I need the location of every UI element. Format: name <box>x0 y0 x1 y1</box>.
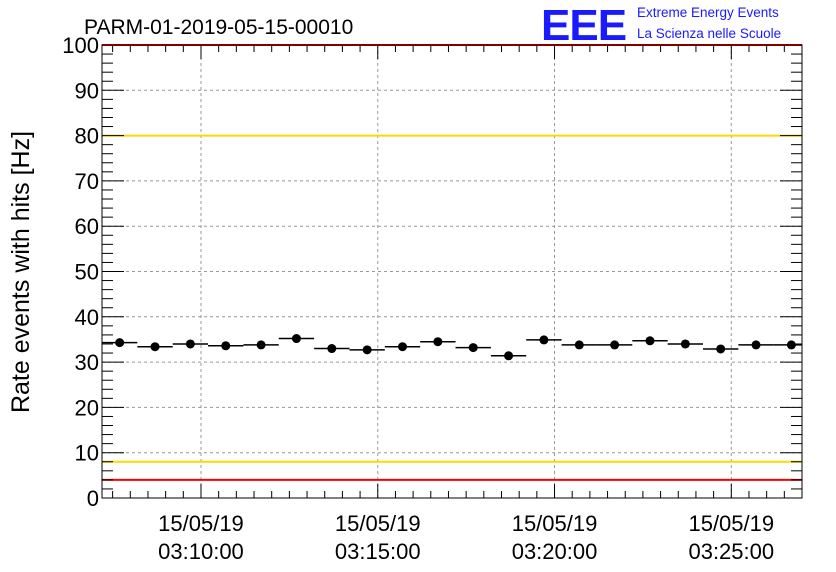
data-point <box>185 339 195 349</box>
x-tick-label: 03:20:00 <box>512 539 598 564</box>
y-tick-label: 40 <box>75 305 99 330</box>
x-tick-date-label: 15/05/19 <box>335 511 421 536</box>
data-point <box>150 342 160 352</box>
data-point <box>433 337 443 347</box>
data-points <box>102 334 802 361</box>
y-axis-title: Rate events with hits [Hz] <box>7 131 35 413</box>
x-tick-label: 03:10:00 <box>158 539 244 564</box>
data-point <box>751 340 761 350</box>
data-point <box>610 340 620 350</box>
data-point <box>398 342 408 352</box>
x-tick-date-label: 15/05/19 <box>512 511 598 536</box>
data-point <box>574 340 584 350</box>
data-point <box>680 339 690 349</box>
x-tick-date-label: 15/05/19 <box>688 511 774 536</box>
y-tick-label: 70 <box>75 169 99 194</box>
y-tick-label: 60 <box>75 214 99 239</box>
data-point <box>468 343 478 353</box>
data-point <box>645 336 655 346</box>
axis-ticks <box>102 44 803 499</box>
data-point <box>115 338 125 348</box>
data-point <box>362 345 372 355</box>
y-tick-label: 80 <box>75 124 99 149</box>
y-tick-label: 10 <box>75 441 99 466</box>
eee-logo: EEE Extreme Energy Events La Scienza nel… <box>541 1 781 50</box>
y-tick-label: 0 <box>87 486 99 511</box>
y-tick-label: 50 <box>75 260 99 285</box>
data-point <box>786 340 796 350</box>
tick-labels: 0 10 20 30 40 50 60 70 80 90 100 15/05/19 03:10:00 15… <box>62 33 774 564</box>
eee-logo-mark: EEE <box>541 1 626 50</box>
data-point <box>221 341 231 351</box>
reference-lines <box>102 44 802 481</box>
x-tick-date-label: 15/05/19 <box>158 511 244 536</box>
chart-title: PARM-01-2019-05-15-00010 <box>84 16 353 39</box>
data-point <box>327 344 337 354</box>
data-point <box>504 351 514 361</box>
data-point <box>716 344 726 354</box>
y-tick-label: 90 <box>75 78 99 103</box>
y-tick-label: 20 <box>75 395 99 420</box>
logo-line-1: Extreme Energy Events <box>637 5 779 20</box>
y-tick-label: 30 <box>75 350 99 375</box>
x-tick-label: 03:25:00 <box>688 539 774 564</box>
grid <box>102 45 802 498</box>
y-tick-label: 100 <box>62 33 99 58</box>
data-point <box>539 335 549 345</box>
logo-line-2: La Scienza nelle Scuole <box>637 26 781 41</box>
x-tick-label: 03:15:00 <box>335 539 421 564</box>
data-point <box>291 334 301 344</box>
data-point <box>256 340 266 350</box>
